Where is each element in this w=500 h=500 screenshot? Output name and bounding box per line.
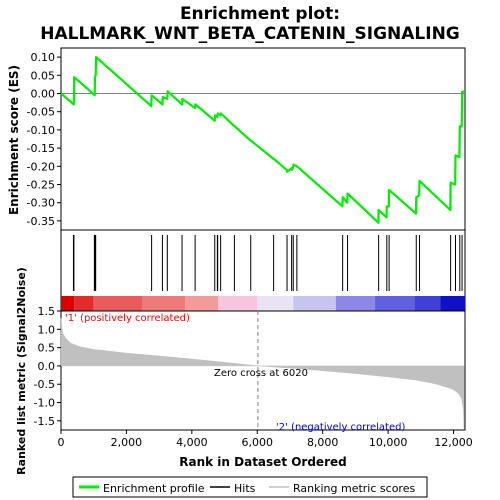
metric-bar-segment — [257, 296, 294, 311]
hits-panel — [60, 229, 466, 312]
chart-title-line-2: HALLMARK_WNT_BETA_CATENIN_SIGNALING — [40, 24, 460, 44]
metric-color-bar — [61, 296, 465, 311]
ranked-metric-fill — [60, 318, 465, 429]
ranked-y-ticks: 1.5 1.0 0.5 0.0 -0.5 -1.0 -1.5 — [34, 305, 61, 428]
metric-bar-segment — [61, 296, 75, 311]
x-tick-label: 8,000 — [307, 436, 339, 449]
metric-bar-segment — [93, 296, 143, 311]
ranked-y-tick-label: -1.5 — [34, 415, 55, 428]
metric-bar-segment — [440, 296, 465, 311]
ranked-y-tick-label: 1.0 — [38, 323, 56, 336]
ranked-y-tick-label: 1.5 — [38, 305, 56, 318]
ranked-y-axis-label: Ranked list metric (Signal2Noise) — [15, 267, 28, 475]
ranked-y-tick-label: 0.5 — [38, 342, 56, 355]
ranked-y-tick-label: -0.5 — [34, 378, 55, 391]
es-y-tick-label: -0.10 — [27, 124, 55, 137]
metric-bar-segment — [335, 296, 376, 311]
metric-bar-segment — [218, 296, 258, 311]
es-plot-frame — [60, 47, 466, 231]
es-y-tick-label: 0.10 — [31, 51, 56, 64]
legend-frame — [72, 476, 428, 498]
es-y-axis-label: Enrichment score (ES) — [7, 65, 21, 215]
ranked-y-tick-label: -1.0 — [34, 397, 55, 410]
metric-bar-segment — [74, 296, 94, 311]
x-axis-ticks: 0 2,000 4,000 6,000 8,000 10,000 12,000 — [58, 430, 473, 449]
es-y-ticks: 0.10 0.05 0.00 -0.05 -0.10 -0.15 -0.20 -0.25 -0.… — [27, 51, 61, 228]
metric-bar-segment — [185, 296, 219, 311]
es-y-tick-label: 0.00 — [31, 88, 56, 101]
zero-cross-label: Zero cross at 6020 — [214, 368, 308, 379]
es-y-tick-label: -0.35 — [27, 215, 55, 228]
es-y-tick-label: -0.20 — [27, 160, 55, 173]
legend-hits-label: Hits — [234, 482, 256, 495]
ranked-y-tick-label: 0.0 — [38, 360, 56, 373]
negative-correlation-label: '2' (negatively correlated) — [276, 422, 405, 433]
es-y-tick-label: -0.05 — [27, 106, 55, 119]
legend-profile-label: Enrichment profile — [103, 482, 205, 495]
x-tick-label: 10,000 — [369, 436, 408, 449]
es-y-tick-label: -0.25 — [27, 179, 55, 192]
chart-title-line-1: Enrichment plot: — [180, 4, 340, 24]
metric-bar-segment — [414, 296, 441, 311]
metric-bar-segment — [293, 296, 336, 311]
hit-markers — [72, 235, 463, 291]
es-y-tick-label: -0.15 — [27, 142, 55, 155]
x-tick-label: 12,000 — [434, 436, 473, 449]
x-tick-label: 0 — [58, 436, 65, 449]
chart-legend: Enrichment profile Hits Ranking metric s… — [72, 476, 428, 498]
positive-correlation-label: '1' (positively correlated) — [65, 313, 190, 324]
es-profile-line — [60, 55, 464, 224]
es-y-tick-label: -0.30 — [27, 197, 55, 210]
ranked-metric-panel: 1.5 1.0 0.5 0.0 -0.5 -1.0 -1.5 '1' (positively… — [15, 267, 473, 475]
enrichment-score-panel: 0.10 0.05 0.00 -0.05 -0.10 -0.15 -0.20 -0.25 -0.… — [7, 47, 466, 231]
es-y-tick-label: 0.05 — [31, 69, 56, 82]
es-profile-line-group — [60, 55, 464, 224]
metric-bar-segment — [142, 296, 186, 311]
x-tick-label: 4,000 — [176, 436, 208, 449]
metric-bar-segment — [375, 296, 415, 311]
x-axis-label: Rank in Dataset Ordered — [179, 455, 346, 469]
legend-ranking-label: Ranking metric scores — [293, 482, 415, 495]
x-tick-label: 6,000 — [242, 436, 274, 449]
x-tick-label: 2,000 — [111, 436, 143, 449]
ranked-metric-area — [60, 318, 465, 429]
